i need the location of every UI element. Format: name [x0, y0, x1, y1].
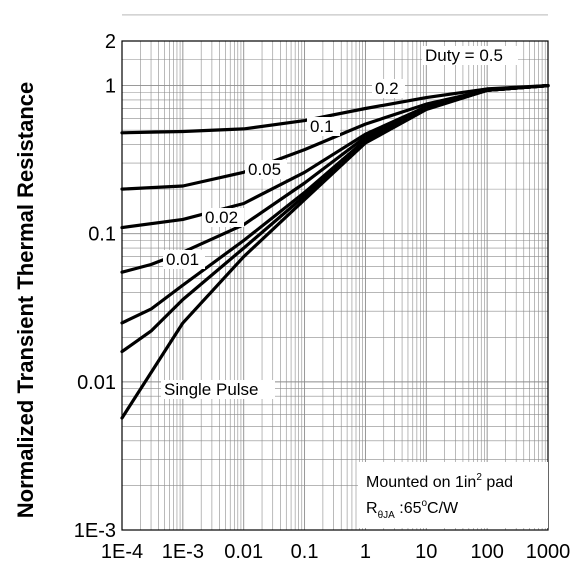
- note-line-1-tail: pad: [482, 474, 513, 491]
- note-line-1: Mounted on 1in2 pad: [366, 472, 513, 491]
- plot-frame: [121, 40, 549, 531]
- x-tick-label: 0.1: [291, 541, 319, 563]
- x-tick-label: 10: [415, 541, 437, 563]
- note-line-2-sub: θJA: [378, 510, 396, 521]
- x-tick-label: 1E-3: [162, 541, 204, 563]
- curve-labels: Duty = 0.5 0.2 0.1 0.05 0.02 0.01 Single Pulse: [161, 46, 518, 399]
- note-line-1-main: Mounted on 1in: [366, 474, 476, 491]
- curve-label-single-pulse: Single Pulse: [164, 380, 259, 399]
- curve-label-0-2: 0.2: [375, 79, 399, 98]
- y-tick-label: 0.01: [77, 372, 116, 394]
- grid: [121, 14, 548, 531]
- curve-label-0-05: 0.05: [248, 160, 281, 179]
- note-line-2-main: R: [366, 500, 378, 517]
- note-line-2: RθJA :65oC/W: [366, 498, 459, 521]
- curves: [120, 83, 550, 420]
- note-line-2-value: :65: [395, 500, 422, 517]
- curve-label-0-02: 0.02: [205, 208, 238, 227]
- y-tick-label: 1E-3: [74, 520, 116, 542]
- curve-label-duty-0-5: Duty = 0.5: [425, 46, 503, 65]
- y-tick-label: 1: [105, 76, 116, 98]
- mounting-note: Mounted on 1in2 pad RθJA :65oC/W: [358, 462, 548, 528]
- curve-label-bg-0-05: [245, 160, 287, 179]
- x-tick-label: 1000: [526, 541, 571, 563]
- note-box: [358, 462, 548, 528]
- x-tick-label: 1E-4: [101, 541, 143, 563]
- curve-label-bg-single-pulse: [161, 380, 275, 399]
- y-tick-label: 2: [105, 31, 116, 53]
- curve-single-pulse: [120, 83, 550, 420]
- curve-duty-0-5: [120, 83, 550, 135]
- curve-label-bg-0-2: [372, 79, 405, 98]
- curve-label-0-1: 0.1: [310, 117, 334, 136]
- x-tick-label: 1: [360, 541, 371, 563]
- curve-label-bg-0-01: [163, 250, 205, 269]
- x-tick-label: 0.01: [224, 541, 263, 563]
- curve-label-bg-duty-0-5: [422, 46, 518, 65]
- note-line-2-tail: C/W: [427, 500, 459, 517]
- curve-label-bg-0-1: [307, 117, 340, 136]
- note-line-1-sup: 2: [476, 472, 482, 483]
- curve-label-bg-0-02: [202, 208, 244, 227]
- x-tick-label: 100: [470, 541, 503, 563]
- axes: [121, 40, 549, 531]
- curve-label-0-01: 0.01: [166, 250, 199, 269]
- y-tick-label: 0.1: [88, 224, 116, 246]
- y-axis-label: Normalized Transient Thermal Resistance: [13, 82, 38, 519]
- note-line-2-sup: o: [421, 498, 427, 509]
